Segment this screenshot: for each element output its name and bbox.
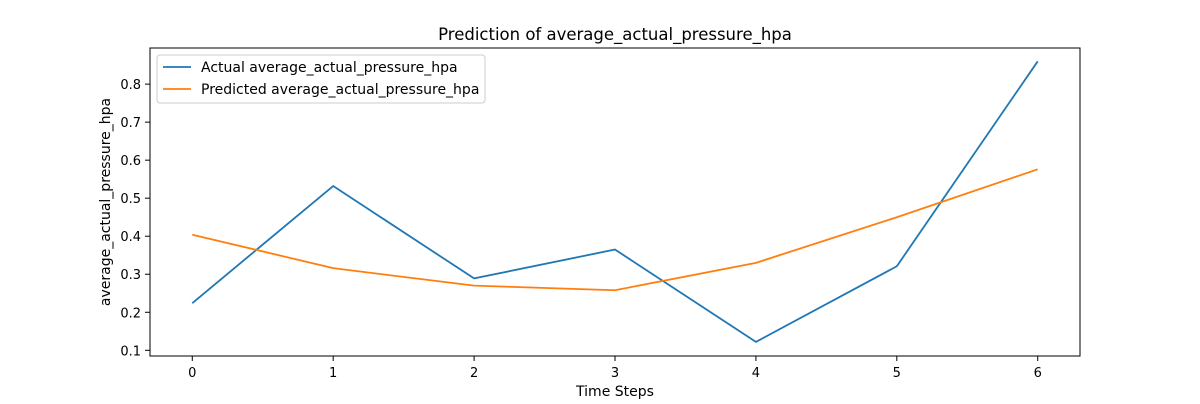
y-axis-label: average_actual_pressure_hpa [98, 98, 114, 306]
x-axis: 0 1 2 3 4 5 6 [188, 356, 1042, 381]
y-tick-label: 0.5 [120, 192, 141, 207]
x-tick-label: 3 [611, 366, 619, 381]
series-layer [191, 60, 1039, 343]
actual-series-line [191, 60, 1039, 343]
x-tick-label: 4 [752, 366, 760, 381]
x-tick-label: 2 [470, 366, 478, 381]
x-tick-label: 1 [329, 366, 337, 381]
chart-title: Prediction of average_actual_pressure_hp… [438, 25, 792, 45]
y-tick-label: 0.4 [120, 230, 141, 245]
x-tick-label: 5 [893, 366, 901, 381]
predicted-series-line [192, 168, 1039, 292]
y-tick-label: 0.1 [120, 344, 141, 359]
legend-label: Actual average_actual_pressure_hpa [201, 60, 458, 76]
y-axis: 0.1 0.2 0.3 0.4 0.5 0.6 0.7 0.8 [120, 78, 150, 359]
x-tick-label: 6 [1034, 366, 1042, 381]
y-tick-label: 0.8 [120, 78, 141, 93]
x-tick-label: 0 [188, 366, 196, 381]
legend-box [156, 54, 486, 104]
legend-label: Predicted average_actual_pressure_hpa [201, 82, 479, 98]
legend: Actual average_actual_pressure_hpa Predic… [156, 54, 486, 104]
y-tick-label: 0.3 [120, 268, 141, 283]
y-tick-label: 0.7 [120, 116, 141, 131]
x-axis-label: Time Steps [575, 384, 654, 400]
y-tick-label: 0.2 [120, 306, 141, 321]
y-tick-label: 0.6 [120, 154, 141, 169]
